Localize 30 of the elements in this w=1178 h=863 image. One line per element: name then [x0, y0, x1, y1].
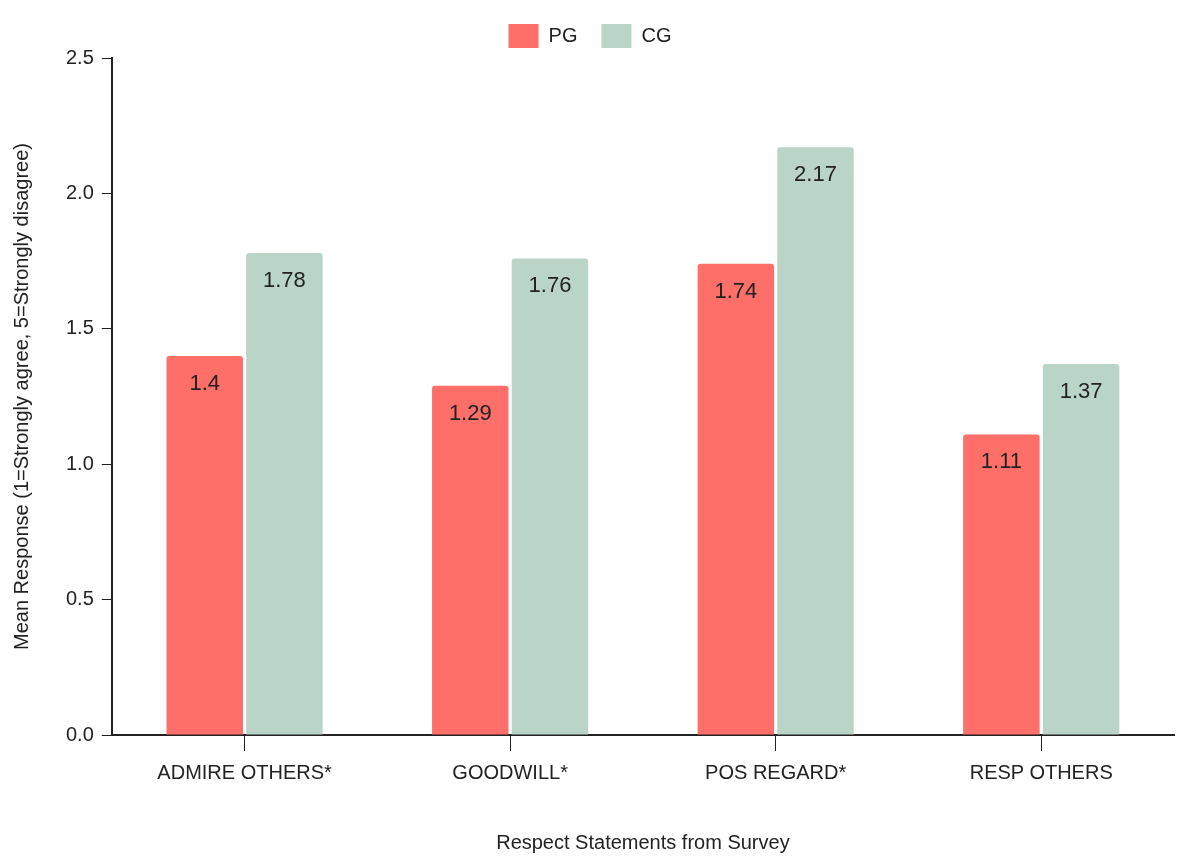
legend-label: CG [641, 23, 672, 46]
bar [697, 263, 775, 735]
bar [1042, 364, 1120, 735]
x-tick-label: POS REGARD* [705, 760, 847, 783]
x-tick-label: GOODWILL* [452, 760, 569, 783]
y-tick-label: 1.0 [65, 451, 94, 474]
x-tick-label: RESP OTHERS [969, 760, 1113, 783]
y-tick-label: 2.0 [65, 180, 94, 203]
x-axis-title: Respect Statements from Survey [496, 830, 790, 853]
bar [511, 258, 589, 735]
data-label: 1.4 [189, 369, 221, 395]
data-label: 2.17 [794, 161, 837, 187]
bar [166, 355, 243, 735]
bar [246, 252, 323, 735]
y-axis-title: Mean Response (1=Strongly agree, 5=Strongly disagree) [9, 143, 32, 650]
data-label: 1.29 [448, 399, 492, 425]
bar [963, 434, 1040, 735]
y-tick-label: 0.5 [65, 587, 94, 610]
y-tick-label: 2.5 [65, 45, 94, 68]
bar [777, 147, 854, 735]
y-tick-label: 1.5 [65, 316, 94, 339]
y-tick-label: 0.0 [65, 722, 94, 745]
bar [432, 385, 509, 735]
x-tick-label: ADMIRE OTHERS* [157, 760, 333, 783]
data-label: 1.78 [263, 267, 306, 293]
legend-label: PG [548, 23, 578, 46]
data-label: 1.37 [1059, 378, 1103, 404]
data-label: 1.74 [714, 277, 758, 303]
data-label: 1.76 [528, 272, 572, 298]
data-label: 1.11 [980, 448, 1022, 474]
